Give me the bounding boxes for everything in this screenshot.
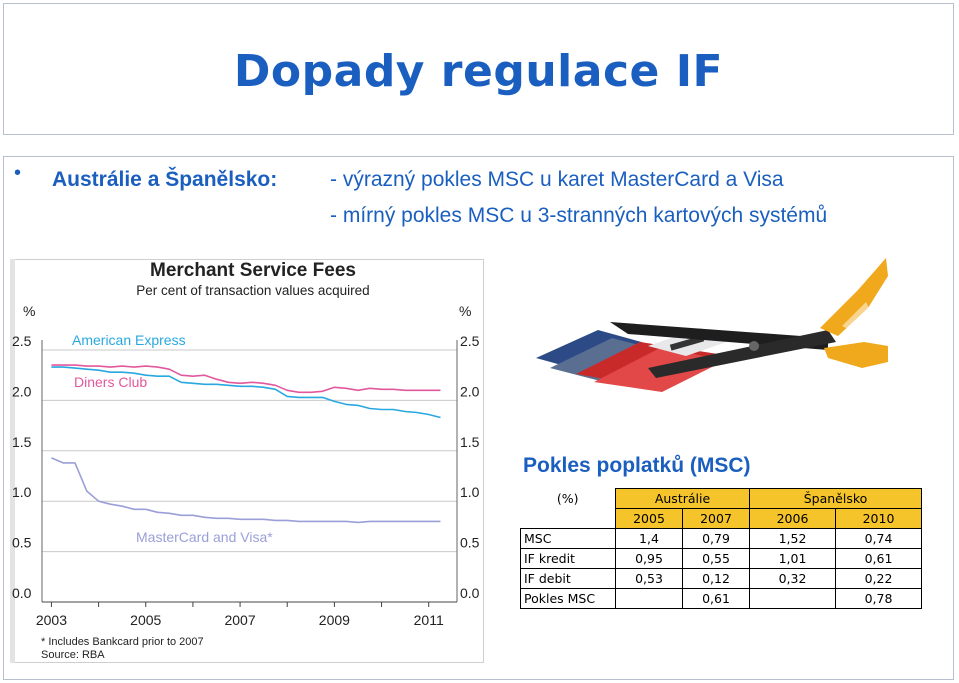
table-cell: 1,4 [615, 528, 683, 549]
label-mc-visa: MasterCard and Visa* [136, 529, 273, 545]
y-unit-right: % [459, 303, 471, 319]
year-cell: 2006 [749, 508, 836, 529]
y-tick-label: 1.5 [12, 434, 32, 450]
unit-cell: (%) [556, 491, 579, 506]
table-cell [615, 588, 683, 609]
table-row: IF debit 0,53 0,12 0,32 0,22 [520, 568, 922, 589]
table-cell: 0,61 [682, 588, 750, 609]
y-tick-label: 1.0 [460, 484, 480, 500]
table-cell: 0,95 [615, 548, 683, 569]
chart-edge [10, 259, 15, 663]
row-label: IF debit [520, 568, 616, 589]
table-cell: 0,22 [835, 568, 922, 589]
table-cell: 0,12 [682, 568, 750, 589]
y-tick-label: 2.5 [12, 333, 32, 349]
table-row: Pokles MSC 0,61 0,78 [520, 588, 922, 609]
y-unit-left: % [23, 303, 35, 319]
table-cell: 0,78 [835, 588, 922, 609]
table-row: IF kredit 0,95 0,55 1,01 0,61 [520, 548, 922, 569]
y-tick-label: 2.5 [460, 333, 480, 349]
table-cell: 1,52 [749, 528, 836, 549]
chart-source: Source: RBA [41, 649, 105, 661]
chart-footnote: * Includes Bankcard prior to 2007 [41, 636, 204, 648]
table-cell: 0,79 [682, 528, 750, 549]
table-row: MSC 1,4 0,79 1,52 0,74 [520, 528, 922, 549]
series-line-1 [51, 366, 441, 419]
table-cell: 0,53 [615, 568, 683, 589]
y-tick-label: 0.5 [460, 535, 480, 551]
label-amex: American Express [72, 332, 186, 348]
y-tick-label: 2.0 [12, 383, 32, 399]
y-ticks-right: 2.5 2.0 1.5 1.0 0.5 0.0 [460, 333, 480, 601]
chart-title: Merchant Service Fees [150, 260, 356, 281]
empty-cell [521, 509, 616, 529]
year-cell: 2005 [615, 508, 683, 529]
bullet-icon: • [14, 162, 22, 184]
x-tick-label: 2007 [224, 612, 255, 628]
year-cell: 2007 [682, 508, 750, 529]
row-label: IF kredit [520, 548, 616, 569]
x-tick-label: 2011 [414, 612, 444, 628]
y-tick-label: 0.5 [12, 535, 32, 551]
table-years-row: 2005 2007 2006 2010 [521, 508, 922, 529]
y-tick-label: 0.0 [460, 585, 480, 601]
y-tick-label: 2.0 [460, 383, 480, 399]
series-line-2 [51, 364, 441, 394]
y-tick-label: 1.0 [12, 484, 32, 500]
bullet-line-1: - výrazný pokles MSC u karet MasterCard … [330, 168, 784, 191]
slide-title: Dopady regulace IF [233, 46, 724, 97]
y-ticks-left: 2.5 2.0 1.5 1.0 0.5 0.0 [12, 333, 32, 601]
table-cell: 0,61 [835, 548, 922, 569]
table-cell: 1,01 [749, 548, 836, 569]
msc-table: (%) Austrálie Španělsko 2005 2007 2006 2… [520, 488, 922, 609]
x-ticks: 2003 2005 2007 2009 2011 [36, 602, 444, 628]
scissors-cutting-cards-icon [536, 258, 888, 392]
x-tick-label: 2003 [36, 612, 67, 628]
table-cell: 0,74 [835, 528, 922, 549]
country-spain: Španělsko [749, 488, 922, 509]
msc-heading: Pokles poplatků (MSC) [523, 454, 751, 477]
y-tick-label: 1.5 [460, 434, 480, 450]
table-cell: 0,55 [682, 548, 750, 569]
bullet-label: Austrálie a Španělsko: [52, 168, 278, 191]
label-diners: Diners Club [74, 374, 147, 390]
title-box: Dopady regulace IF [3, 3, 954, 135]
table-cell [749, 588, 836, 609]
series-lines [51, 364, 441, 524]
msf-chart: Merchant Service Fees Per cent of transa… [10, 259, 484, 663]
y-tick-label: 0.0 [12, 585, 32, 601]
x-tick-label: 2005 [130, 612, 161, 628]
year-cell: 2010 [835, 508, 922, 529]
row-label: Pokles MSC [520, 588, 616, 609]
grid [41, 340, 458, 603]
row-label: MSC [520, 528, 616, 549]
series-line-3 [51, 457, 441, 524]
bullet-line-2: - mírný pokles MSC u 3-stranných kartový… [330, 204, 828, 227]
country-australia: Austrálie [615, 488, 750, 509]
table-header-row: (%) Austrálie Španělsko [521, 488, 922, 509]
chart-subtitle: Per cent of transaction values acquired [136, 283, 369, 298]
chart-frame [10, 259, 484, 663]
x-tick-label: 2009 [319, 612, 350, 628]
table-cell: 0,32 [749, 568, 836, 589]
